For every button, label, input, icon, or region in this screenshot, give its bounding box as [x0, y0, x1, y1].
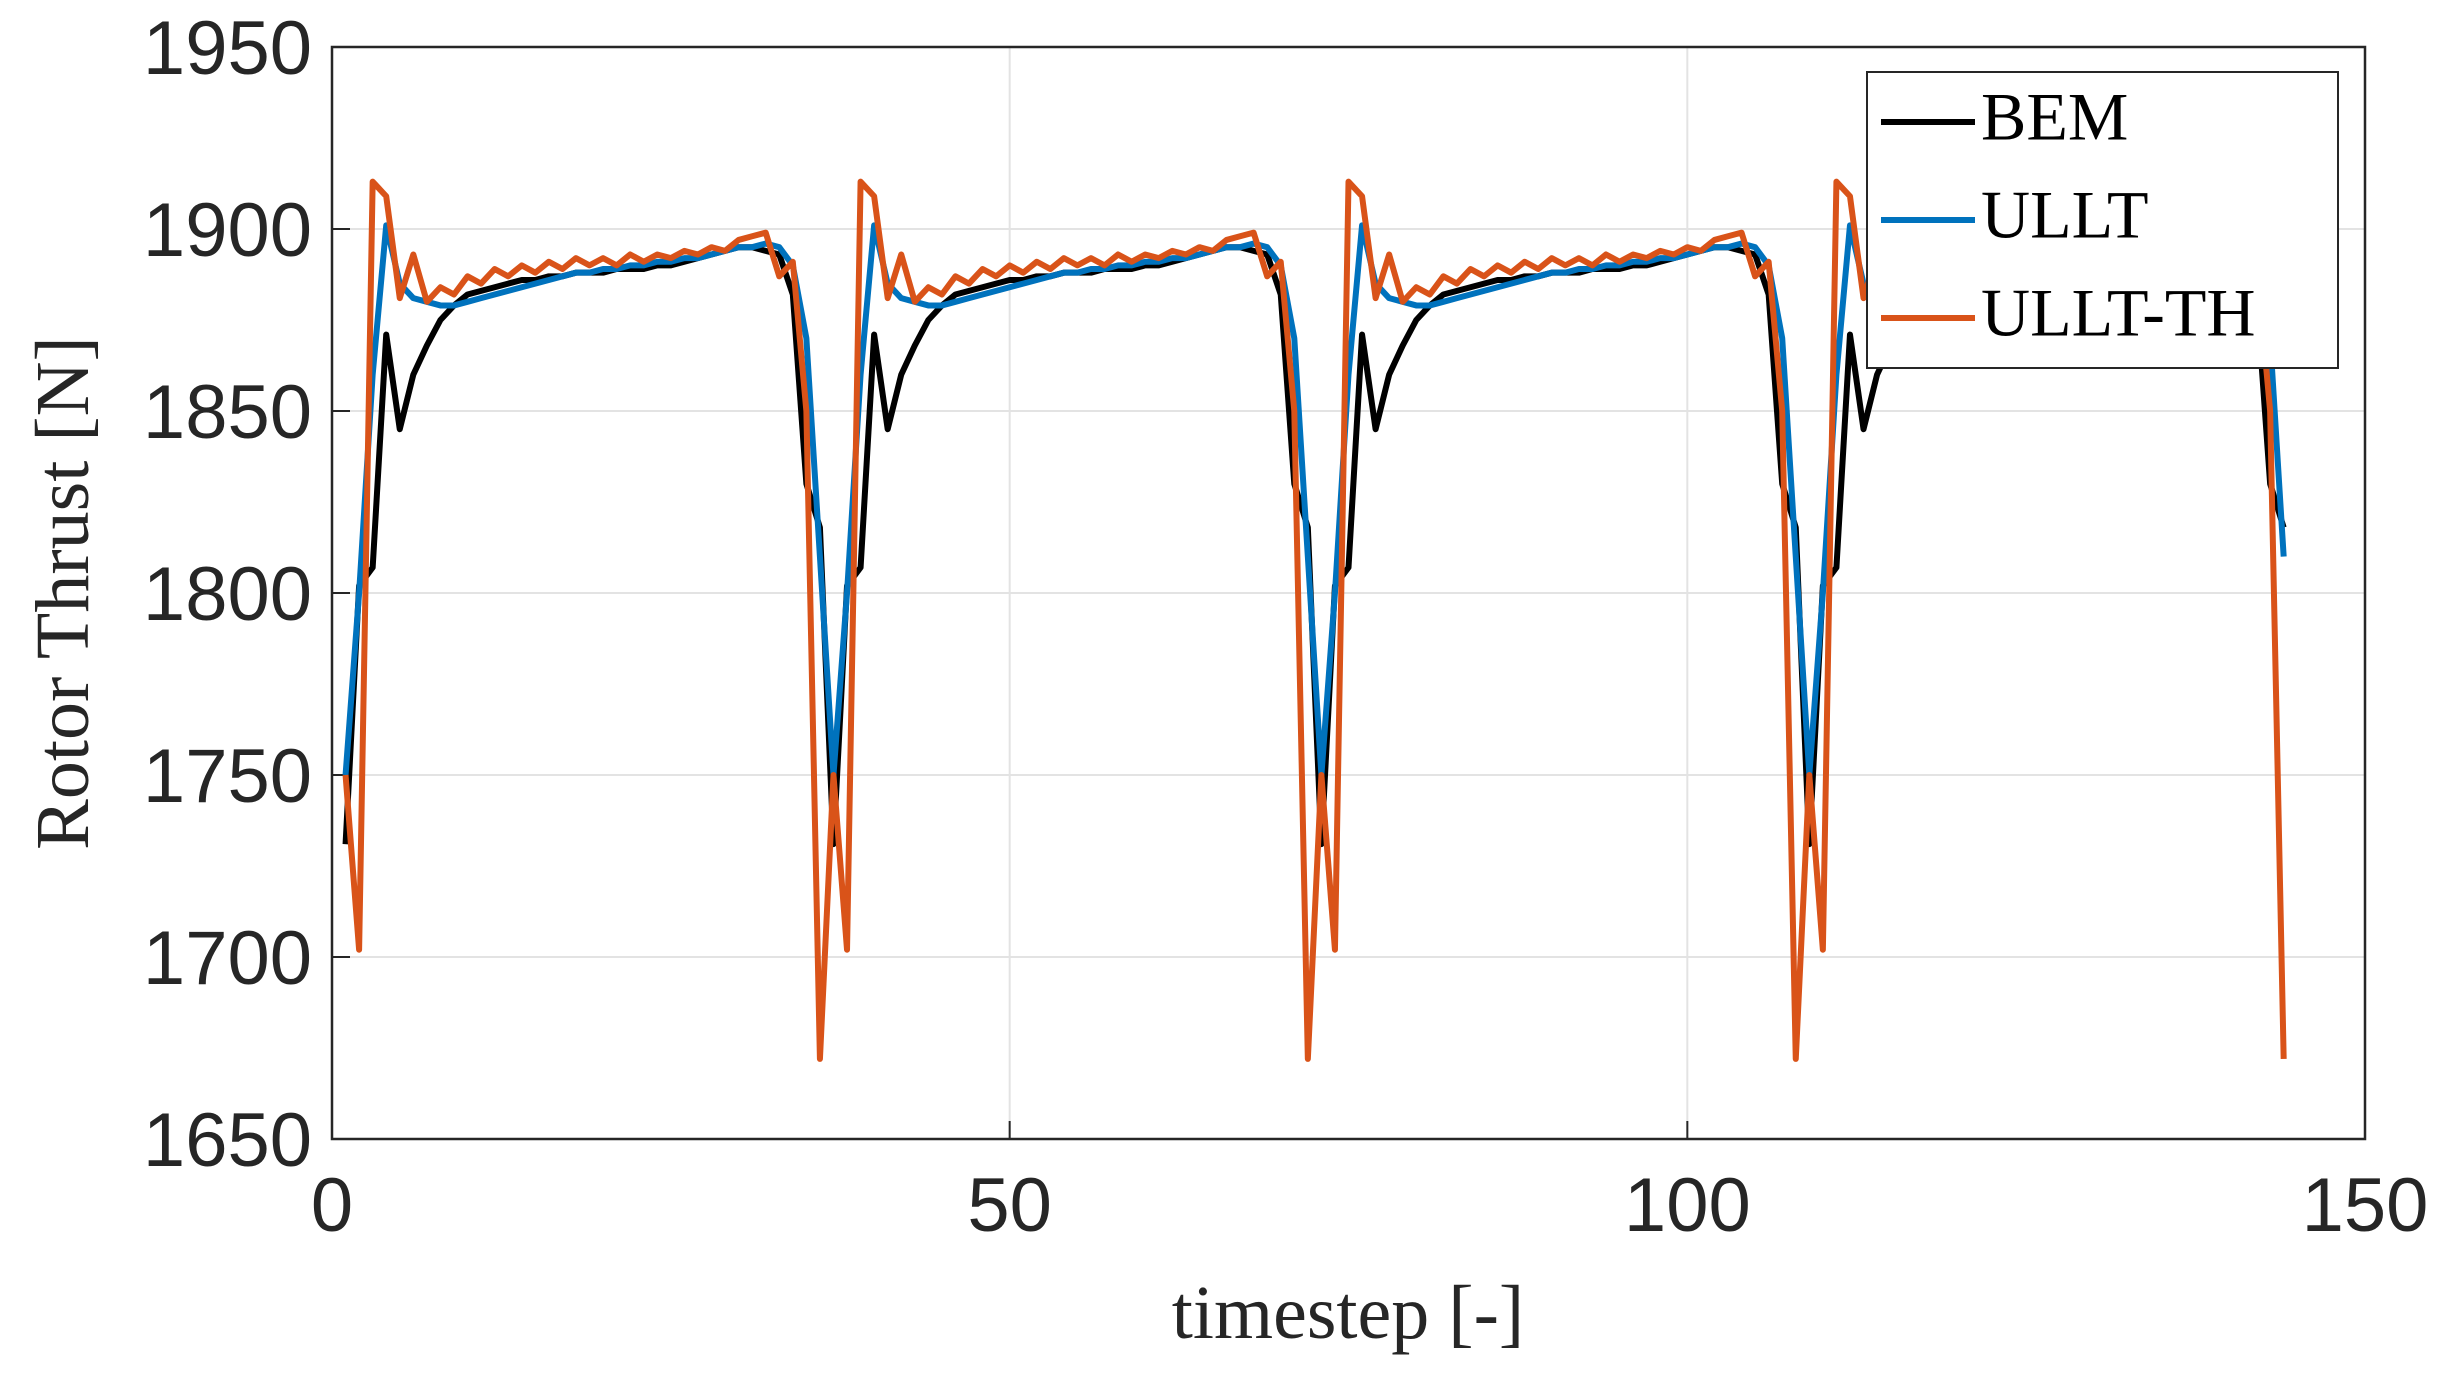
x-tick-label: 100 — [1624, 1163, 1751, 1248]
x-axis-label: timestep [-] — [1172, 1271, 1524, 1355]
y-tick-label: 1800 — [143, 552, 312, 637]
x-tick-label: 50 — [967, 1163, 1052, 1248]
legend-label: ULLT-TH — [1981, 275, 2256, 351]
y-tick-label: 1650 — [143, 1098, 312, 1183]
x-tick-label: 150 — [2302, 1163, 2429, 1248]
y-tick-label: 1900 — [143, 188, 312, 273]
axes-box — [330, 45, 2367, 1141]
x-tick-label: 0 — [311, 1163, 353, 1248]
y-axis-label: Rotor Thrust [N] — [21, 336, 105, 850]
y-tick-label: 1700 — [143, 916, 312, 1001]
legend-label: ULLT — [1981, 177, 2148, 253]
legend-label: BEM — [1981, 79, 2128, 155]
y-tick-label: 1850 — [143, 370, 312, 455]
y-tick-label: 1950 — [143, 6, 312, 91]
y-tick-label: 1750 — [143, 734, 312, 819]
